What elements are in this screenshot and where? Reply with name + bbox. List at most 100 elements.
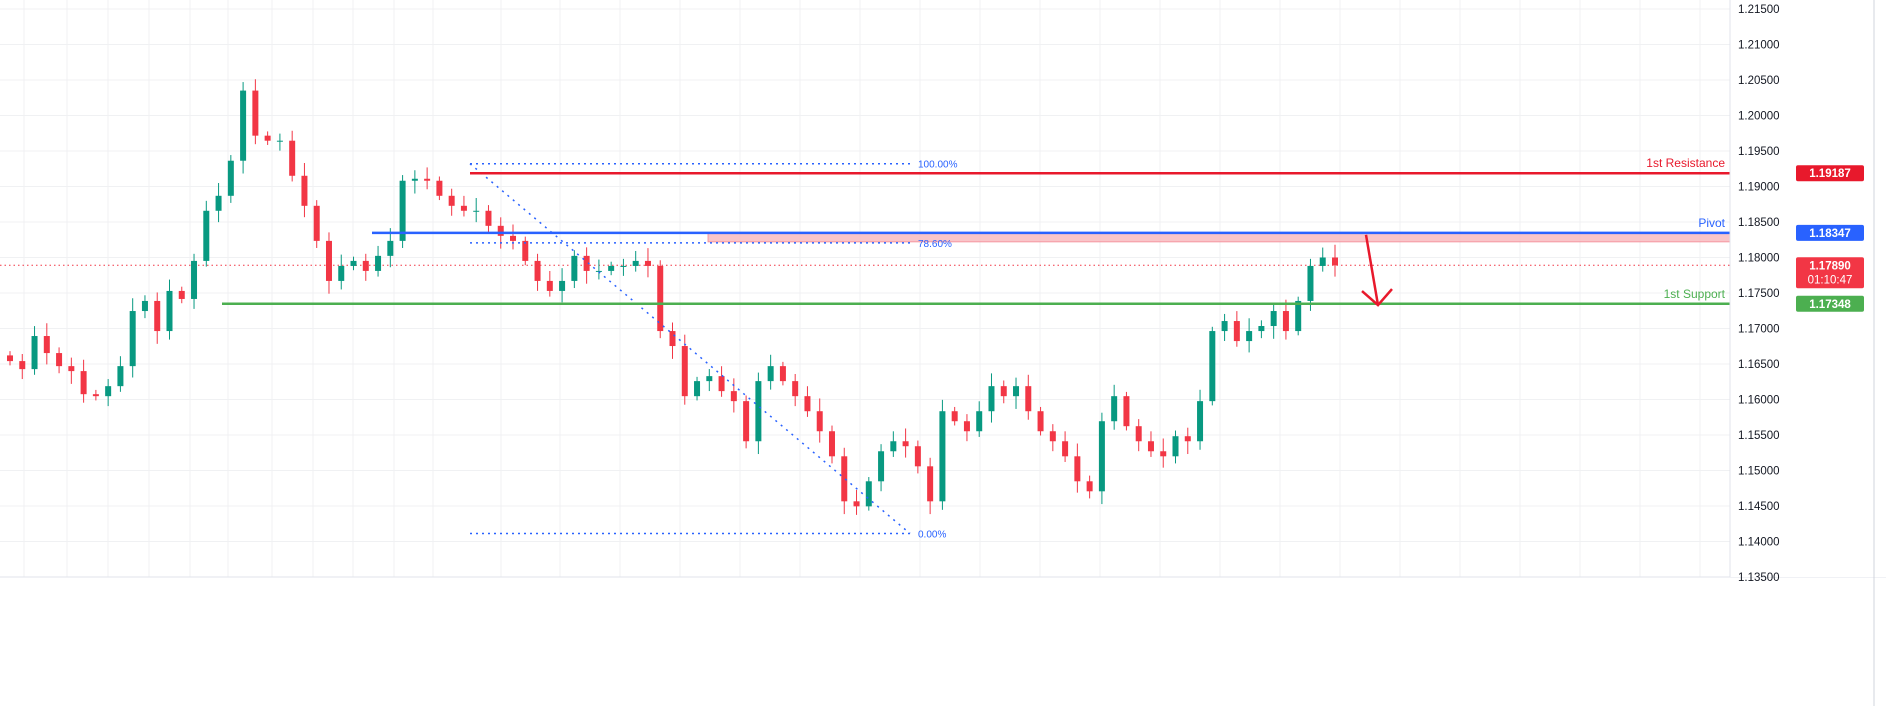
candle-body [1319, 257, 1326, 266]
candle [1209, 326, 1216, 406]
pivot-price-tag [1796, 224, 1864, 241]
candle [141, 295, 148, 319]
candle-body [865, 481, 872, 507]
candle-body [534, 260, 541, 281]
candle-body [1147, 441, 1154, 452]
candle [448, 188, 455, 216]
candle [154, 292, 161, 344]
candle [914, 440, 921, 474]
candle [522, 236, 529, 266]
candle [816, 398, 823, 443]
price-axis[interactable]: 1.21500 1.21000 1.20500 1.20000 1.19500 1.190… [1729, 0, 1886, 706]
candle-body [841, 456, 848, 502]
fib-level-label: 0.00% [918, 529, 946, 540]
candle [804, 386, 811, 417]
candle-body [1049, 431, 1056, 442]
candle [1111, 384, 1118, 430]
candle [853, 489, 860, 515]
candle [117, 356, 124, 392]
candle-body [68, 366, 75, 372]
candle-body [608, 265, 615, 271]
candle-body [669, 331, 676, 347]
candle [1049, 424, 1056, 452]
candle-body [1160, 451, 1167, 457]
candle [1098, 412, 1105, 505]
candle-body [1270, 311, 1277, 327]
candle [510, 224, 517, 250]
candle-body [804, 396, 811, 412]
time-axis [0, 578, 1886, 706]
candle [485, 205, 492, 233]
candle [743, 395, 750, 449]
candle [313, 200, 320, 248]
candle-body [362, 260, 369, 271]
candle-body [828, 431, 835, 457]
candles [7, 79, 1338, 515]
candle-body [485, 210, 492, 226]
fib-level-label: 100.00% [918, 160, 958, 171]
candle-body [166, 290, 173, 332]
candle [1147, 431, 1154, 457]
candle-body [595, 270, 602, 272]
candle-body [632, 260, 639, 266]
candle [669, 322, 676, 359]
candle-body [1209, 331, 1216, 402]
fib-level-label: 78.60% [918, 239, 952, 250]
candle-body [325, 240, 332, 281]
candle-body [203, 210, 210, 261]
candle-body [399, 180, 406, 241]
candle [559, 268, 566, 303]
candle-body [583, 255, 590, 271]
candle-body [620, 265, 627, 267]
candle [1123, 391, 1130, 431]
overlays: 100.00% 78.60% 0.00% 1st Resistance Pivot 1st… [222, 156, 1730, 540]
candle [1332, 244, 1338, 277]
candle [411, 170, 418, 194]
candle-body [1258, 326, 1265, 332]
resistance-price-tag-text: 1.19187 [1809, 168, 1851, 180]
candle-body [313, 205, 320, 241]
candle [1270, 302, 1277, 339]
candle-body [105, 386, 112, 397]
candle [43, 323, 50, 365]
price-tick-label: 1.16500 [1738, 359, 1780, 371]
candle-body [1086, 481, 1093, 492]
candle-body [853, 501, 860, 507]
candle-body [43, 336, 50, 354]
candle [1135, 419, 1142, 452]
candle-body [730, 391, 737, 402]
candle [828, 425, 835, 464]
candle-body [571, 255, 578, 281]
candle-body [1172, 436, 1179, 457]
candle-body [264, 135, 271, 141]
candle [1197, 389, 1204, 450]
resistance-label: 1st Resistance [1646, 156, 1725, 170]
candle [240, 82, 247, 174]
candle [890, 431, 897, 457]
candle-body [546, 280, 553, 291]
support-price-tag-text: 1.17348 [1809, 299, 1851, 311]
candle-body [191, 260, 198, 299]
candle [534, 253, 541, 291]
candle-body [56, 353, 63, 367]
candle-body [914, 446, 921, 467]
candle-body [80, 371, 87, 395]
price-tick-label: 1.15500 [1738, 430, 1780, 442]
candle-body [1246, 331, 1253, 342]
candle [301, 162, 308, 218]
candle-body [31, 336, 38, 370]
candle [706, 369, 713, 392]
candle [1184, 427, 1191, 455]
candle-body [436, 180, 443, 196]
pivot-price-tag-text: 1.18347 [1809, 228, 1851, 240]
candle [792, 374, 799, 407]
candle-body [252, 90, 259, 136]
candle-body [1197, 401, 1204, 442]
candle [1037, 406, 1044, 436]
candle-body [141, 300, 148, 312]
candle [387, 228, 394, 268]
candle [1086, 475, 1093, 499]
candle-body [1000, 386, 1007, 397]
pivot-label: Pivot [1698, 216, 1725, 230]
